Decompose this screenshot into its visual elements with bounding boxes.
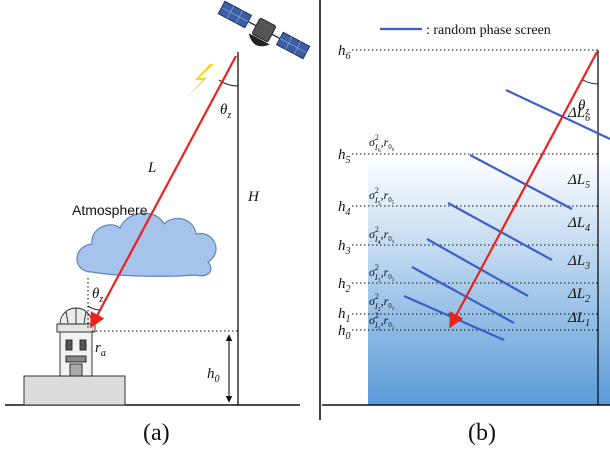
theta-z-b: θz: [578, 98, 589, 117]
satellite-icon: [217, 0, 311, 60]
phase-screen-6: [505, 89, 610, 140]
theta-z-top-a: θz: [220, 102, 231, 121]
lightning-bolt-icon: [185, 64, 214, 99]
height-label-0: h0: [338, 323, 351, 342]
delta-L-2: ΔL2: [567, 286, 590, 305]
height-label-2: h2: [338, 276, 351, 295]
layer-parameter-1: σ2 I1,r01: [369, 311, 395, 332]
layer-parameter-labels: σ2 I6,r06 σ2 I5,r05 σ2 I4,r04 σ2 I3,r03 σ2 I2,r02…: [369, 133, 395, 332]
caption-a: (a): [143, 420, 170, 446]
delta-L-6: ΔL6: [567, 105, 590, 124]
layer-parameter-6: σ2 I6,r06: [369, 133, 395, 154]
height-label-3: h3: [338, 238, 351, 257]
atmosphere-gradient: [368, 50, 610, 405]
light-path-ray-a: [90, 55, 237, 329]
height-label: H: [247, 189, 260, 205]
layer-parameter-3: σ2 I3,r03: [369, 263, 395, 284]
delta-L-1: ΔL1: [567, 310, 590, 329]
layer-parameter-5: σ2 I5,r05: [369, 186, 395, 207]
phase-screen-2: [411, 266, 515, 324]
height-label-6: h6: [338, 43, 351, 62]
layer-parameter-2: σ2 I2,r02: [369, 292, 395, 313]
aperture-radius-label: ra: [95, 340, 106, 359]
delta-L-3: ΔL3: [567, 253, 590, 272]
legend-label: : random phase screen: [426, 23, 551, 38]
height-label-1: h1: [338, 306, 351, 325]
cloud: [76, 212, 217, 277]
theta-z-bottom-a: θz: [92, 286, 103, 305]
delta-L-5: ΔL5: [567, 172, 590, 191]
panel-a: Atmosphere L H θz θz ra h0 (a): [5, 0, 311, 446]
building: [23, 375, 126, 406]
path-length-label: L: [147, 160, 156, 176]
theta-arc-top: [218, 79, 239, 87]
h0-label-a: h0: [207, 366, 220, 385]
phase-screen-3: [426, 238, 529, 297]
atmosphere-label: Atmosphere: [72, 202, 148, 218]
theta-arc-b: [582, 79, 599, 85]
delta-L-4: ΔL4: [567, 215, 590, 234]
height-label-4: h4: [338, 199, 351, 218]
telescope-dome-icon: [56, 307, 96, 377]
light-path-ray-b: [449, 51, 598, 329]
height-lines: [352, 49, 598, 331]
theta-arc-bottom: [87, 305, 101, 311]
height-label-5: h5: [338, 147, 351, 166]
caption-b: (b): [468, 420, 496, 446]
layer-thickness-labels: ΔL6 ΔL5 ΔL4 ΔL3 ΔL2 ΔL1: [567, 105, 590, 329]
phase-screen-5: [469, 154, 573, 210]
layer-parameter-4: σ2 I4,r04: [369, 225, 395, 246]
